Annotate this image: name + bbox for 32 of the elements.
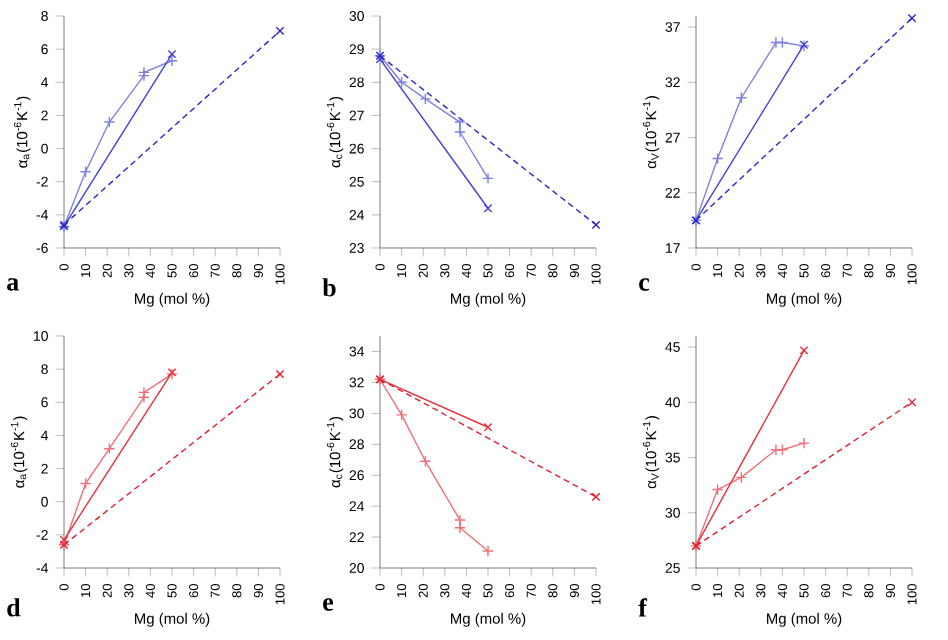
point [907, 397, 917, 407]
point [419, 455, 432, 468]
point [591, 492, 601, 502]
point [454, 514, 466, 526]
point [776, 36, 789, 49]
point [776, 443, 789, 456]
text: d [7, 598, 21, 617]
text: e [323, 598, 334, 611]
point [591, 220, 601, 230]
point [735, 471, 748, 484]
text: a [7, 278, 19, 291]
point [275, 369, 285, 379]
point [79, 165, 92, 178]
text: c [639, 278, 650, 291]
point [770, 443, 782, 456]
point [103, 116, 116, 128]
point [395, 76, 408, 89]
text: f [638, 598, 648, 617]
point [419, 92, 432, 105]
point [454, 116, 466, 128]
point [395, 409, 408, 421]
point [907, 13, 917, 23]
point [735, 91, 748, 104]
point [79, 477, 92, 490]
point [103, 442, 116, 455]
point [711, 483, 724, 496]
point [711, 152, 724, 165]
point [770, 36, 782, 49]
point [275, 26, 285, 36]
point [454, 521, 466, 534]
text: b [322, 278, 336, 297]
point [454, 126, 466, 138]
